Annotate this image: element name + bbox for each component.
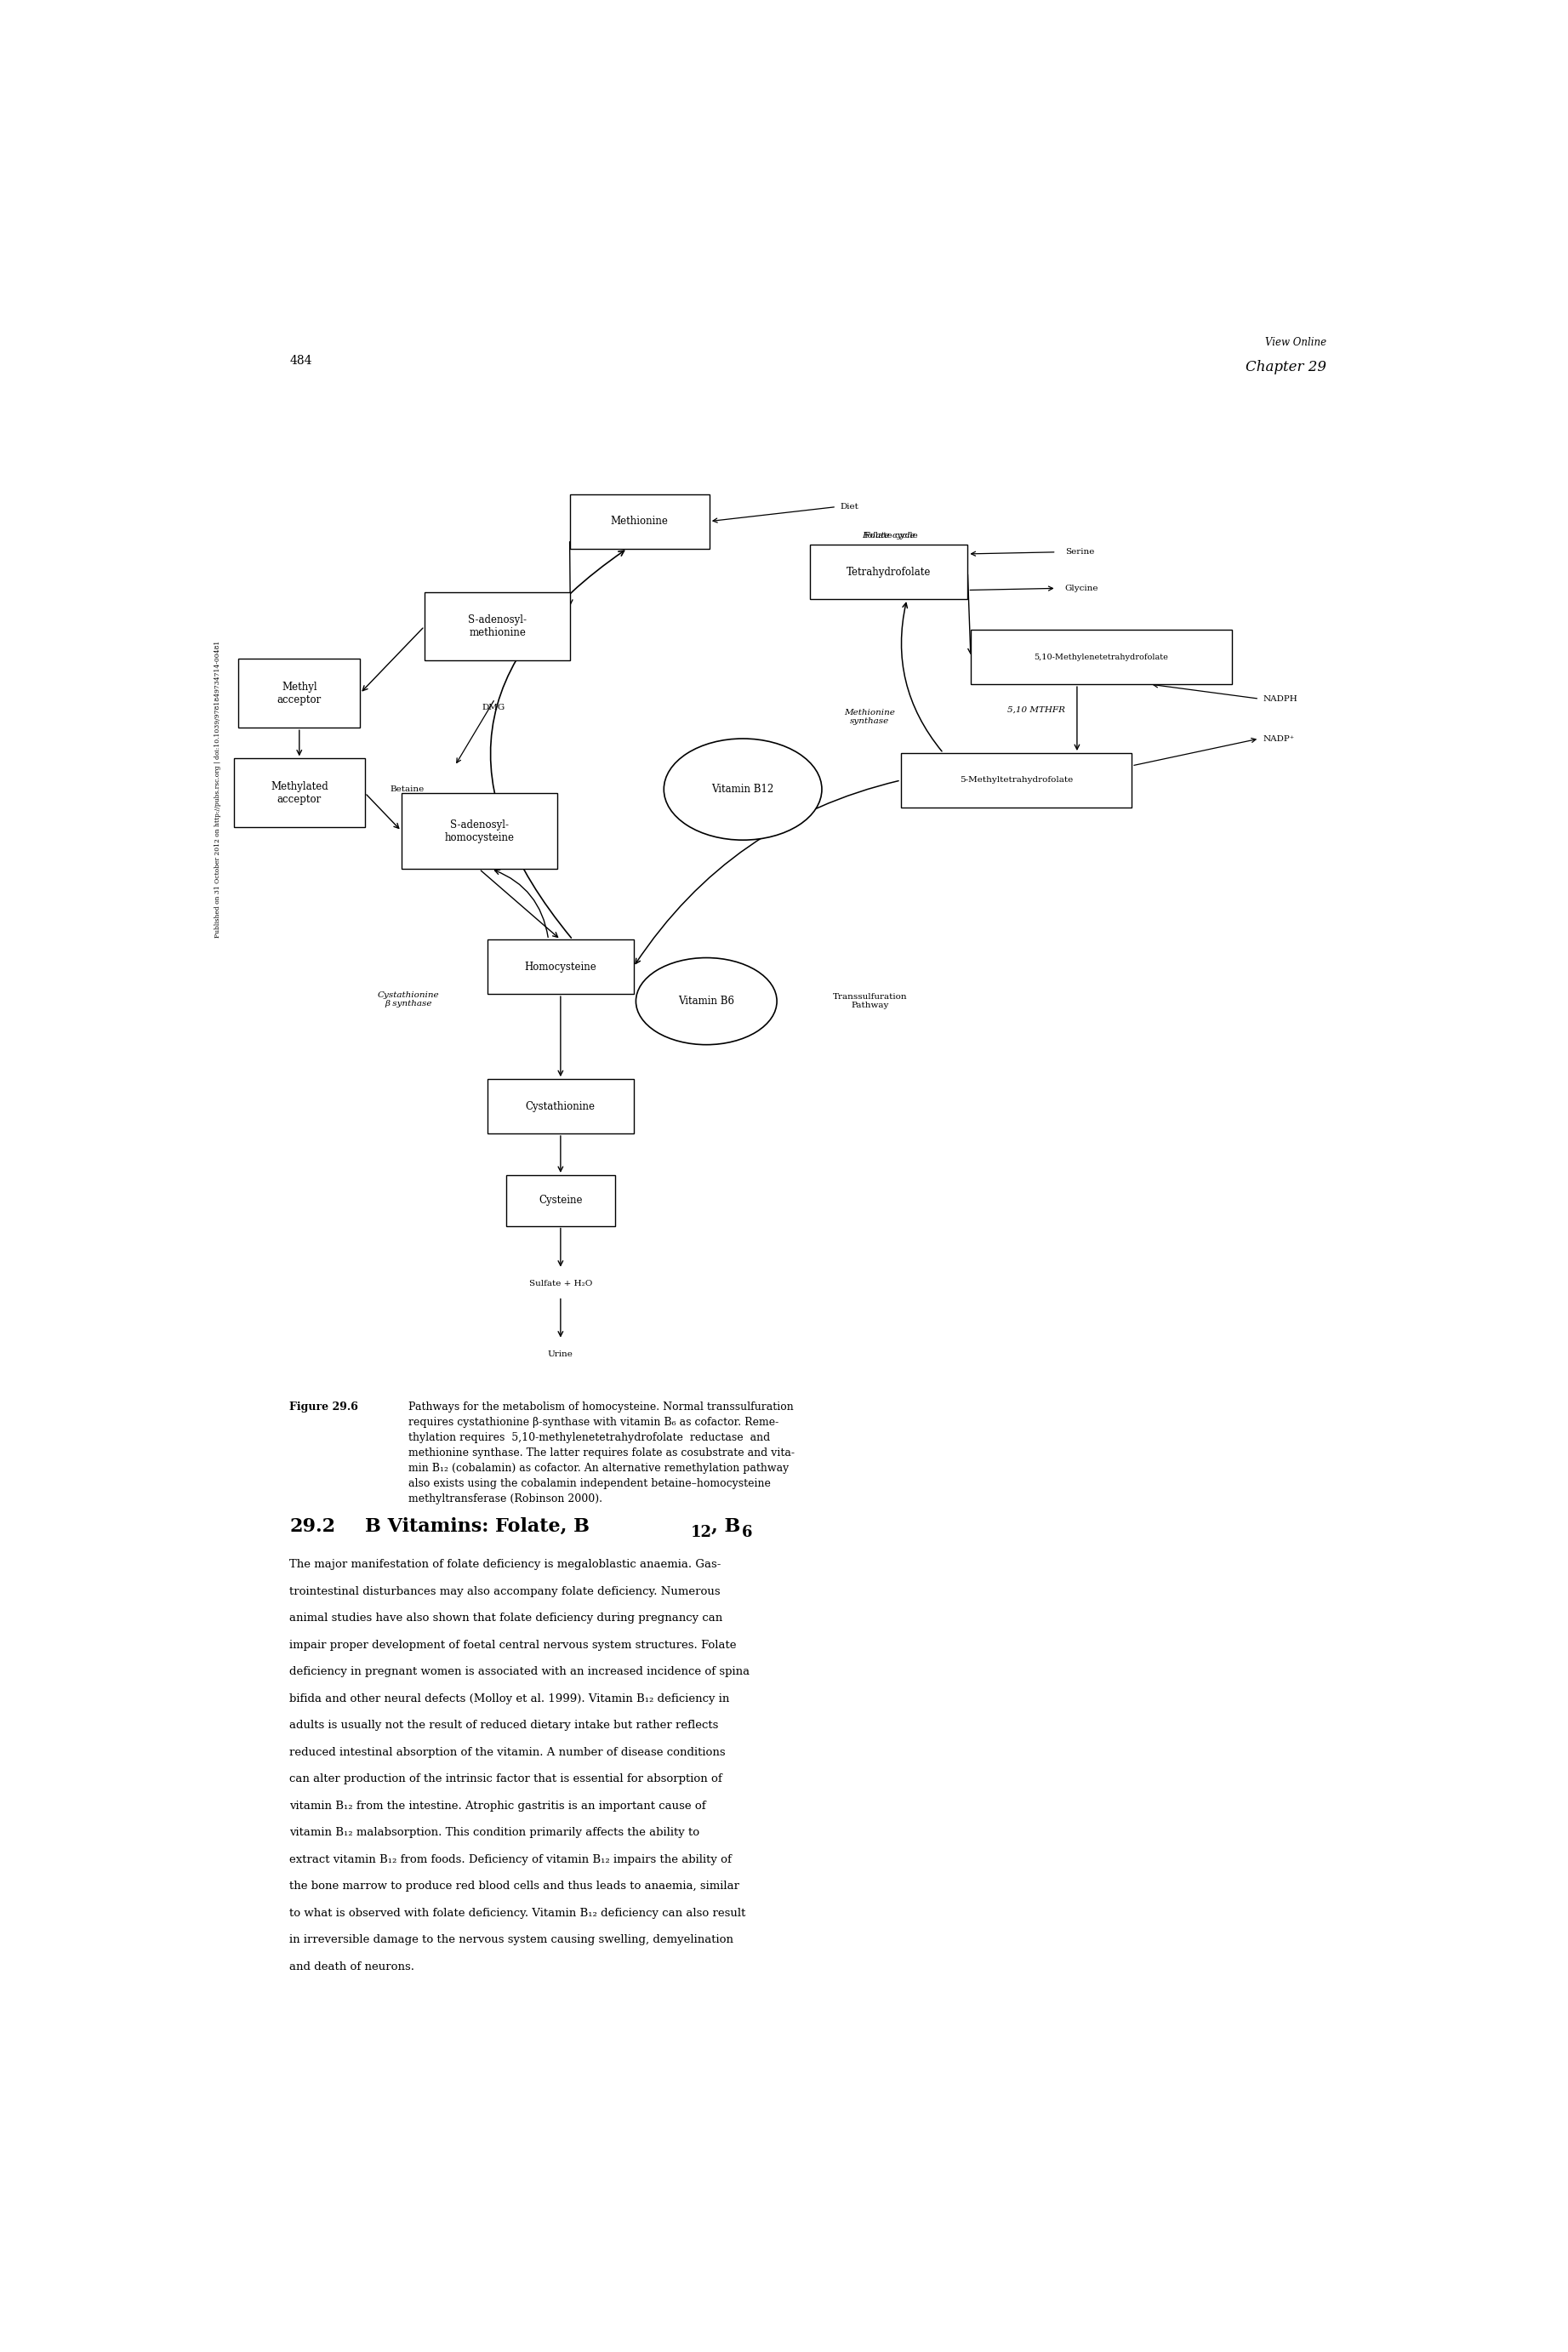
Text: deficiency in pregnant women is associated with an increased incidence of spina: deficiency in pregnant women is associat…: [290, 1665, 750, 1677]
Text: extract vitamin B₁₂ from foods. Deficiency of vitamin B₁₂ impairs the ability of: extract vitamin B₁₂ from foods. Deficien…: [290, 1853, 732, 1865]
FancyBboxPatch shape: [488, 1080, 633, 1134]
FancyBboxPatch shape: [809, 546, 967, 600]
FancyBboxPatch shape: [900, 753, 1132, 807]
Text: Vitamin B12: Vitamin B12: [712, 783, 775, 795]
Text: Glycine: Glycine: [1065, 586, 1099, 593]
Text: to what is observed with folate deficiency. Vitamin B₁₂ deficiency can also resu: to what is observed with folate deficien…: [290, 1907, 746, 1919]
Text: NADP⁺: NADP⁺: [1262, 734, 1295, 743]
Text: reduced intestinal absorption of the vitamin. A number of disease conditions: reduced intestinal absorption of the vit…: [290, 1748, 726, 1757]
Text: Pathways for the metabolism of homocysteine. Normal transsulfuration
requires cy: Pathways for the metabolism of homocyste…: [409, 1402, 795, 1505]
Text: S-adenosyl-
homocysteine: S-adenosyl- homocysteine: [444, 818, 514, 842]
Text: Folate cycle: Folate cycle: [862, 532, 916, 539]
Text: S-adenosyl-
methionine: S-adenosyl- methionine: [467, 614, 527, 637]
Text: Cysteine: Cysteine: [539, 1195, 582, 1207]
Text: 5,10 MTHFR: 5,10 MTHFR: [1008, 706, 1066, 713]
Text: Published on 31 October 2012 on http://pubs.rsc.org | doi:10.1039/9781849734714-: Published on 31 October 2012 on http://p…: [215, 640, 221, 938]
Text: 29.2: 29.2: [290, 1517, 336, 1536]
Text: vitamin B₁₂ from the intestine. Atrophic gastritis is an important cause of: vitamin B₁₂ from the intestine. Atrophic…: [290, 1799, 706, 1811]
Text: animal studies have also shown that folate deficiency during pregnancy can: animal studies have also shown that fola…: [290, 1613, 723, 1623]
Text: , B: , B: [712, 1517, 740, 1536]
Text: 484: 484: [290, 355, 312, 367]
Text: Sulfate + H₂O: Sulfate + H₂O: [528, 1279, 593, 1287]
Text: Transsulfuration
Pathway: Transsulfuration Pathway: [833, 993, 908, 1009]
Text: View Online: View Online: [1265, 336, 1327, 348]
FancyBboxPatch shape: [971, 630, 1232, 684]
Text: 5,10-Methylenetetrahydrofolate: 5,10-Methylenetetrahydrofolate: [1035, 654, 1168, 661]
Text: Urine: Urine: [547, 1350, 574, 1357]
FancyBboxPatch shape: [425, 593, 571, 661]
Text: 12: 12: [690, 1524, 712, 1541]
Text: Figure 29.6: Figure 29.6: [290, 1402, 359, 1414]
Text: Methylated
acceptor: Methylated acceptor: [270, 781, 328, 804]
Text: Serine: Serine: [1065, 548, 1094, 555]
Text: bifida and other neural defects (Molloy et al. 1999). Vitamin B₁₂ deficiency in: bifida and other neural defects (Molloy …: [290, 1693, 729, 1705]
Text: vitamin B₁₂ malabsorption. This condition primarily affects the ability to: vitamin B₁₂ malabsorption. This conditio…: [290, 1828, 699, 1839]
Text: Tetrahydrofolate: Tetrahydrofolate: [847, 567, 931, 579]
Text: B Vitamins: Folate, B: B Vitamins: Folate, B: [365, 1517, 590, 1536]
Text: Vitamin B6: Vitamin B6: [679, 995, 734, 1007]
Text: the bone marrow to produce red blood cells and thus leads to anaemia, similar: the bone marrow to produce red blood cel…: [290, 1882, 740, 1891]
Ellipse shape: [637, 957, 776, 1044]
Text: in irreversible damage to the nervous system causing swelling, demyelination: in irreversible damage to the nervous sy…: [290, 1933, 734, 1945]
Text: The major manifestation of folate deficiency is megaloblastic anaemia. Gas-: The major manifestation of folate defici…: [290, 1559, 721, 1571]
Text: Betaine: Betaine: [390, 786, 425, 793]
Ellipse shape: [663, 739, 822, 840]
Text: Chapter 29: Chapter 29: [1245, 360, 1327, 374]
Text: Methionine
synthase: Methionine synthase: [844, 708, 895, 724]
Text: Methyl
acceptor: Methyl acceptor: [278, 682, 321, 706]
Text: Folate cycle: Folate cycle: [864, 532, 917, 539]
Text: Methionine: Methionine: [610, 515, 668, 527]
FancyBboxPatch shape: [569, 494, 709, 548]
Text: and death of neurons.: and death of neurons.: [290, 1962, 414, 1971]
Text: NADPH: NADPH: [1262, 694, 1298, 703]
Text: Homocysteine: Homocysteine: [525, 962, 596, 971]
Text: can alter production of the intrinsic factor that is essential for absorption of: can alter production of the intrinsic fa…: [290, 1773, 723, 1785]
FancyBboxPatch shape: [238, 659, 361, 727]
Text: trointestinal disturbances may also accompany folate deficiency. Numerous: trointestinal disturbances may also acco…: [290, 1585, 721, 1597]
FancyBboxPatch shape: [506, 1176, 615, 1225]
Text: adults is usually not the result of reduced dietary intake but rather reflects: adults is usually not the result of redu…: [290, 1719, 718, 1731]
FancyBboxPatch shape: [234, 760, 365, 828]
FancyBboxPatch shape: [401, 793, 557, 868]
Text: 6: 6: [742, 1524, 753, 1541]
Text: 5-Methyltetrahydrofolate: 5-Methyltetrahydrofolate: [960, 776, 1073, 783]
Text: DMG: DMG: [481, 703, 505, 713]
Text: Cystathionine: Cystathionine: [525, 1101, 596, 1112]
Text: Diet: Diet: [840, 503, 859, 510]
Text: impair proper development of foetal central nervous system structures. Folate: impair proper development of foetal cent…: [290, 1639, 737, 1651]
Text: Cystathionine
β synthase: Cystathionine β synthase: [378, 990, 439, 1007]
FancyBboxPatch shape: [488, 941, 633, 995]
